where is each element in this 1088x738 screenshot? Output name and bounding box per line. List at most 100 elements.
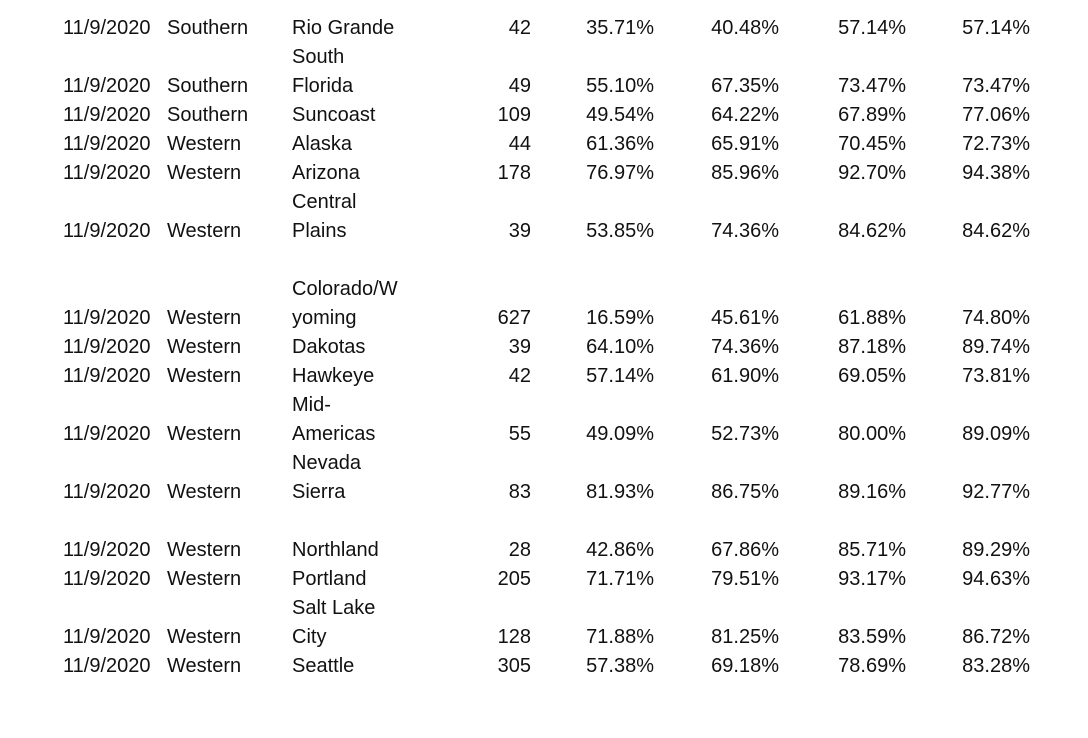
percent-cell-1: 35.71%	[586, 17, 654, 39]
district-name-cell	[292, 507, 422, 536]
percent-cell-2	[654, 188, 779, 217]
table-row: South	[63, 43, 1088, 72]
report-table: 11/9/2020 Southern Rio Grande 42 35.71% 40.48…	[63, 17, 1088, 677]
district-name-cell: Hawkeye	[292, 365, 375, 387]
table-row: Colorado/W	[63, 275, 1088, 304]
percent-cell-1: 71.71%	[586, 568, 654, 590]
percent-cell-4: 89.29%	[962, 539, 1030, 561]
percent-cell-3: 69.05%	[838, 365, 906, 387]
percent-cell-2: 74.36%	[711, 220, 779, 242]
percent-cell-4	[906, 507, 1030, 536]
district-name-cell: Nevada	[292, 452, 361, 474]
percent-cell-2: 79.51%	[711, 568, 779, 590]
district-name-cell: Rio Grande	[292, 17, 395, 39]
percent-cell-2	[654, 449, 779, 478]
percent-cell-2: 40.48%	[711, 17, 779, 39]
count-cell: 83	[508, 481, 531, 503]
percent-cell-1: 64.10%	[586, 336, 654, 358]
percent-cell-1: 55.10%	[586, 75, 654, 97]
percent-cell-4: 89.74%	[962, 336, 1030, 358]
district-name-cell: Seattle	[292, 655, 355, 677]
count-cell: 44	[508, 133, 531, 155]
date-cell: 11/9/2020	[63, 655, 151, 677]
percent-cell-4: 92.77%	[962, 481, 1030, 503]
district-name-cell: Arizona	[292, 162, 360, 184]
count-cell	[422, 449, 531, 478]
date-cell: 11/9/2020	[63, 104, 151, 126]
percent-cell-2: 69.18%	[711, 655, 779, 677]
table-row: Nevada	[63, 449, 1088, 478]
percent-cell-3	[779, 275, 906, 304]
percent-cell-3: 92.70%	[838, 162, 906, 184]
table-row: 11/9/2020 Western Sierra 83 81.93% 86.75% 89.1…	[63, 478, 1088, 507]
count-cell	[422, 246, 531, 275]
district-name-cell: Florida	[292, 75, 354, 97]
percent-cell-4: 72.73%	[962, 133, 1030, 155]
district-name-cell: City	[292, 626, 327, 648]
percent-cell-1	[531, 507, 654, 536]
date-cell	[63, 449, 167, 478]
district-name-cell: South	[292, 46, 345, 68]
percent-cell-4: 73.47%	[962, 75, 1030, 97]
region-cell: Western	[167, 365, 242, 387]
percent-cell-2	[654, 43, 779, 72]
region-cell	[167, 449, 292, 478]
percent-cell-4: 77.06%	[962, 104, 1030, 126]
count-cell: 28	[508, 539, 531, 561]
region-cell	[167, 188, 292, 217]
percent-cell-2	[654, 594, 779, 623]
percent-cell-3: 93.17%	[838, 568, 906, 590]
table-row: 11/9/2020 Western Northland 28 42.86% 67.86% 8…	[63, 536, 1088, 565]
percent-cell-4	[906, 275, 1030, 304]
region-cell: Southern	[167, 104, 249, 126]
percent-cell-1: 57.38%	[586, 655, 654, 677]
table-row	[63, 507, 1088, 536]
district-name-cell: yoming	[292, 307, 357, 329]
table-row: 11/9/2020 Western Portland 205 71.71% 79.51% 9…	[63, 565, 1088, 594]
percent-cell-1: 53.85%	[586, 220, 654, 242]
percent-cell-2: 52.73%	[711, 423, 779, 445]
count-cell	[422, 43, 531, 72]
percent-cell-4: 94.63%	[962, 568, 1030, 590]
region-cell: Western	[167, 336, 242, 358]
table-row: 11/9/2020 Southern Florida 49 55.10% 67.35% 73…	[63, 72, 1088, 101]
percent-cell-2: 81.25%	[711, 626, 779, 648]
date-cell	[63, 188, 167, 217]
percent-cell-3	[779, 246, 906, 275]
percent-cell-1	[531, 391, 654, 420]
date-cell: 11/9/2020	[63, 423, 151, 445]
percent-cell-4	[906, 188, 1030, 217]
table-row: 11/9/2020 Western yoming 627 16.59% 45.61% 61.…	[63, 304, 1088, 333]
count-cell	[422, 507, 531, 536]
district-name-cell: Salt Lake	[292, 597, 376, 619]
percent-cell-4: 83.28%	[962, 655, 1030, 677]
percent-cell-1: 71.88%	[586, 626, 654, 648]
percent-cell-2: 61.90%	[711, 365, 779, 387]
table-row: 11/9/2020 Southern Suncoast 109 49.54% 64.22%…	[63, 101, 1088, 130]
date-cell: 11/9/2020	[63, 75, 151, 97]
region-cell: Western	[167, 423, 242, 445]
table-row: Mid-	[63, 391, 1088, 420]
percent-cell-1	[531, 275, 654, 304]
region-cell	[167, 391, 292, 420]
percent-cell-3: 61.88%	[838, 307, 906, 329]
region-cell: Western	[167, 220, 242, 242]
percent-cell-2	[654, 391, 779, 420]
count-cell: 39	[508, 336, 531, 358]
table-row: 11/9/2020 Western Hawkeye 42 57.14% 61.90% 69.…	[63, 362, 1088, 391]
region-cell	[167, 594, 292, 623]
count-cell: 205	[497, 568, 531, 590]
count-cell	[422, 391, 531, 420]
count-cell: 178	[497, 162, 531, 184]
date-cell: 11/9/2020	[63, 539, 151, 561]
percent-cell-1: 49.09%	[586, 423, 654, 445]
percent-cell-3: 57.14%	[838, 17, 906, 39]
date-cell: 11/9/2020	[63, 17, 151, 39]
percent-cell-3: 84.62%	[838, 220, 906, 242]
percent-cell-2: 67.35%	[711, 75, 779, 97]
table-row: 11/9/2020 Western City 128 71.88% 81.25% 83.59…	[63, 623, 1088, 652]
percent-cell-4: 94.38%	[962, 162, 1030, 184]
district-name-cell: Portland	[292, 568, 367, 590]
date-cell: 11/9/2020	[63, 162, 151, 184]
